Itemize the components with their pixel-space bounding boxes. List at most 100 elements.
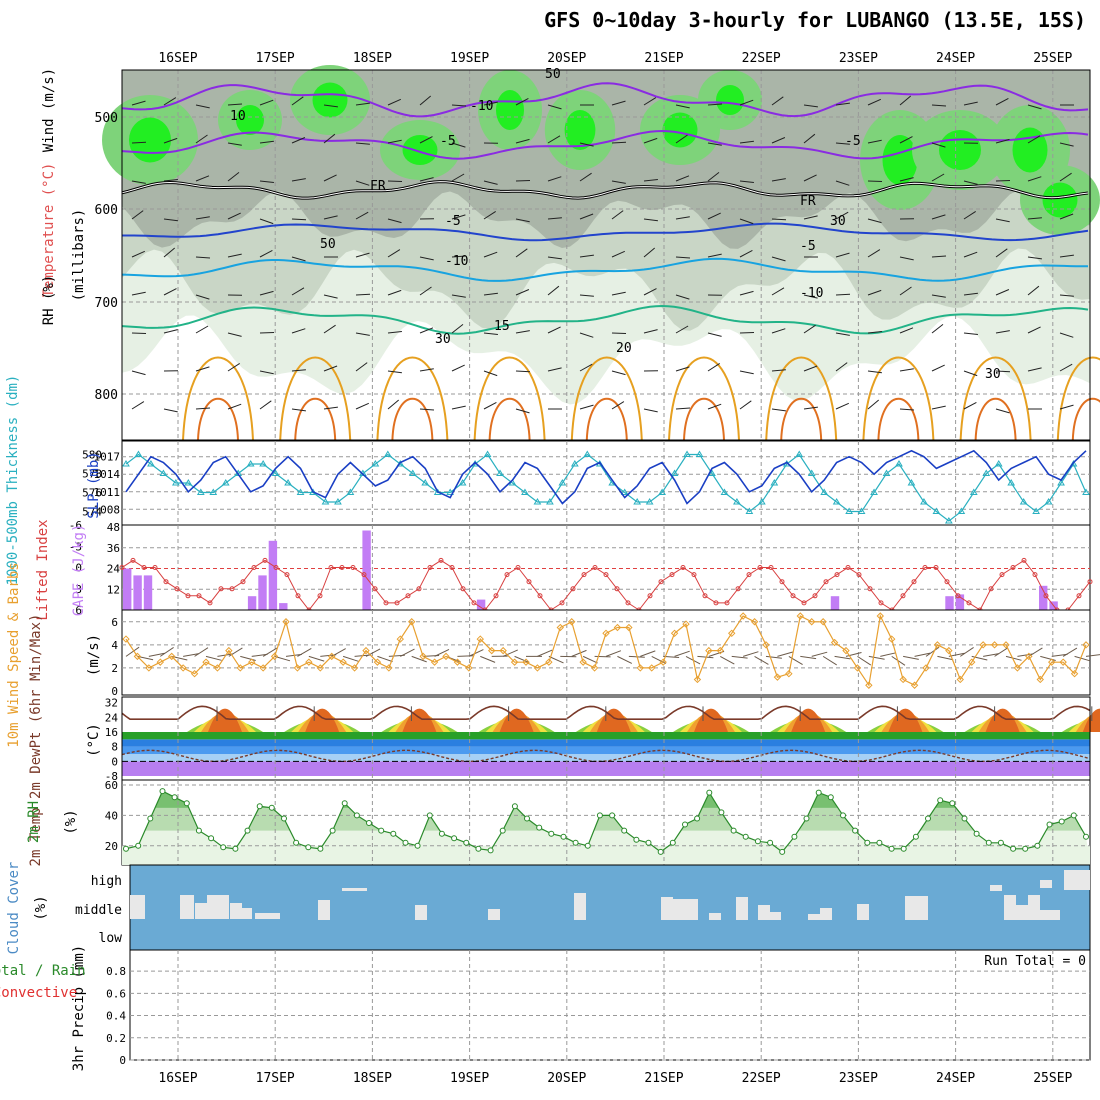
lifted-index-point	[416, 586, 422, 592]
wind-barb	[835, 332, 850, 336]
lifted-index-point	[801, 600, 807, 606]
wind-speed-point	[785, 669, 793, 678]
wind-speed-point	[853, 664, 862, 672]
rh-point	[378, 827, 385, 834]
wind-barb	[515, 370, 531, 373]
lifted-index-point	[328, 565, 334, 570]
rh-point	[220, 844, 227, 851]
wind-barb	[675, 256, 691, 259]
wind-barb-10m	[971, 655, 988, 661]
wind-speed-point	[328, 652, 336, 661]
wind-barb	[995, 218, 1010, 223]
li-tick: -6	[69, 519, 82, 532]
lifted-index-point	[438, 557, 444, 563]
thickness-tick: 576	[82, 487, 102, 500]
thickness-point	[957, 507, 966, 514]
rh-point	[754, 838, 761, 845]
thickness-point	[757, 498, 766, 505]
lifted-index-line	[121, 559, 1091, 611]
thickness-point	[770, 479, 779, 486]
date-label-bottom: 20SEP	[547, 1071, 586, 1086]
wind-speed-point	[522, 658, 530, 666]
wind-barb	[515, 97, 529, 106]
cloud-block	[230, 903, 242, 919]
wind-barb	[931, 255, 947, 258]
thickness-point	[745, 507, 754, 514]
rh-point	[147, 815, 154, 822]
wind-barb	[739, 99, 754, 106]
thickness-point	[371, 460, 380, 467]
wind-barb	[323, 104, 338, 108]
cloud-block	[990, 885, 1002, 891]
wind-barb-10m	[834, 655, 851, 660]
rh-point	[1058, 818, 1065, 825]
wind-barb	[323, 365, 338, 372]
wind-speed-point	[968, 658, 976, 666]
wind-barb	[899, 286, 912, 296]
cloud-block	[415, 905, 427, 920]
thickness-point	[720, 488, 729, 495]
thickness-point	[857, 507, 866, 514]
wind-barb-10m	[788, 655, 803, 666]
rh-core	[129, 117, 171, 163]
wind-barb	[1059, 254, 1074, 258]
date-label-bottom: 18SEP	[353, 1071, 392, 1086]
lifted-index-point	[856, 572, 862, 578]
wind-barb	[579, 142, 594, 147]
wind-barb	[131, 210, 144, 220]
wind-barb	[803, 406, 818, 410]
wind-barb	[835, 362, 848, 372]
wind-speed-point	[122, 635, 130, 643]
slp-frame	[121, 440, 1091, 526]
rh-point	[487, 847, 494, 854]
wind-speed-point	[899, 675, 907, 684]
wind-barb	[451, 104, 467, 107]
wind-speed-point	[248, 658, 256, 666]
wind-barb	[1027, 176, 1042, 182]
thickness-point	[570, 460, 579, 467]
wind-barb	[931, 294, 946, 298]
wind-barb	[355, 402, 370, 410]
wind-speed-point	[888, 635, 896, 643]
wind-barb	[995, 97, 1009, 106]
lifted-index-point	[207, 600, 213, 606]
wind-barb	[483, 401, 497, 410]
lifted-index-point	[471, 600, 477, 606]
wind-barb	[1027, 256, 1042, 260]
wind-barb	[163, 137, 178, 144]
wind-barb-10m	[914, 652, 931, 657]
wind-barb	[963, 370, 978, 377]
wind-speed-point	[579, 658, 587, 666]
wind-barb	[931, 364, 945, 372]
thickness-point	[658, 488, 666, 495]
date-label-bottom: 17SEP	[256, 1071, 295, 1086]
wind-barb	[579, 363, 593, 372]
lifted-index-point	[515, 565, 521, 570]
rh-core	[312, 82, 348, 118]
wind-barb	[899, 327, 914, 334]
wind-barb-10m	[160, 646, 174, 657]
wind-barb-10m	[777, 651, 793, 657]
wind-barb	[611, 100, 626, 106]
wind-barb	[963, 101, 978, 106]
wind-speed-point	[556, 623, 564, 632]
wind-barb	[195, 256, 211, 259]
wind-barb	[515, 180, 531, 182]
contour-15	[121, 304, 1089, 335]
upper-air-panel: -10 -5 -5 FR FR -5 -5 50 50 -10 -10 15 20 30 30 30 10 500…	[95, 65, 1100, 441]
wind-barb	[739, 400, 752, 410]
lifted-index-point	[361, 572, 367, 578]
wind-speed-point	[830, 638, 839, 647]
wind-barb	[739, 370, 754, 375]
wind-tick: 0	[111, 685, 118, 698]
wind-barb	[131, 100, 146, 106]
thickness-point	[533, 498, 542, 505]
wind-barb	[643, 247, 656, 258]
wind-speed-point	[1036, 675, 1044, 684]
lifted-index-point	[1087, 579, 1093, 585]
rh-core	[402, 135, 438, 165]
wind-barb	[675, 175, 690, 182]
precip-tick: 0.6	[106, 987, 126, 1000]
contour-label: -5	[845, 134, 861, 149]
cape-bar	[268, 540, 278, 610]
